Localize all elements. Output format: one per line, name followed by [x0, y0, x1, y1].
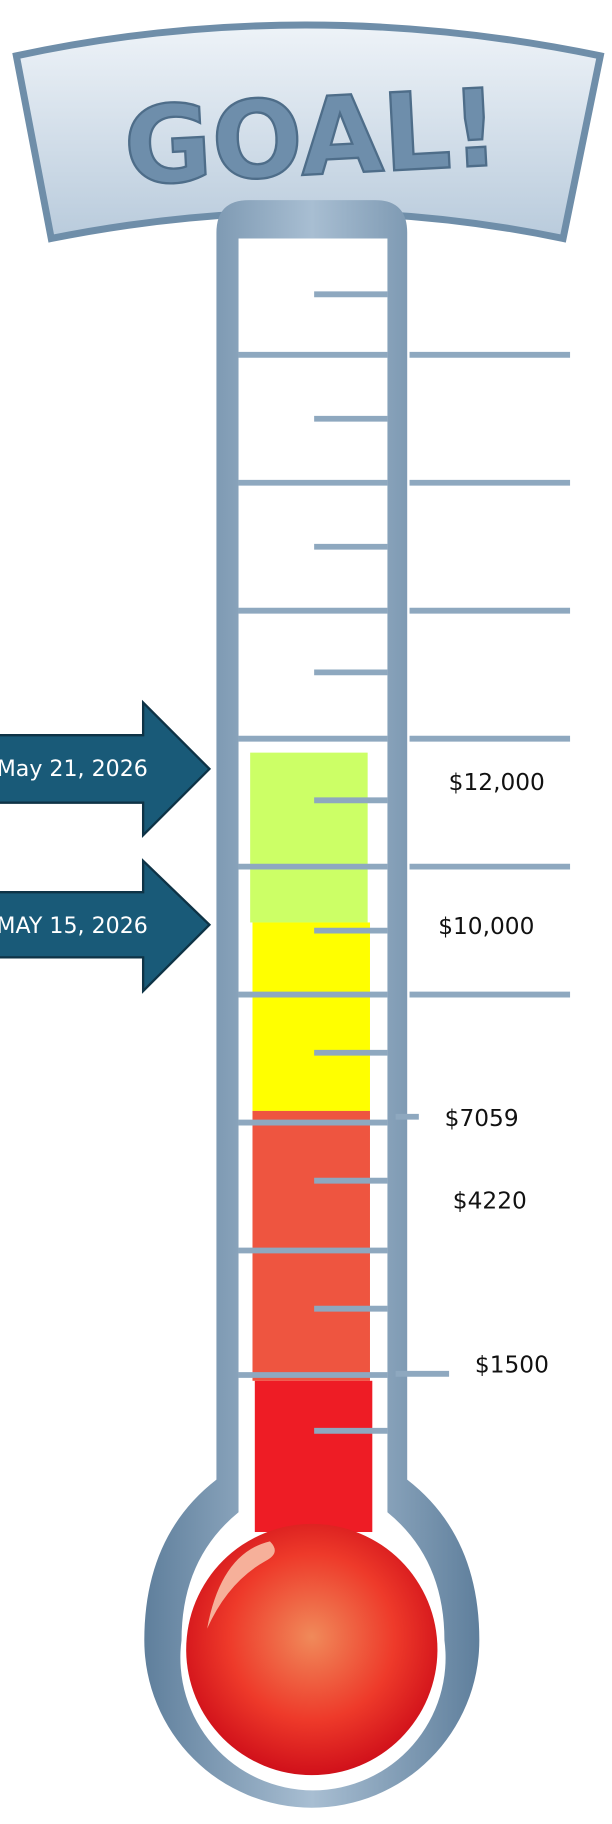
level-label: $10,000	[438, 913, 534, 940]
milestone-label: MAY 15, 2026	[0, 913, 148, 939]
level-label: $1500	[475, 1352, 549, 1379]
level-label: $7059	[445, 1105, 519, 1132]
title: GOAL!	[121, 67, 503, 210]
thermometer: GOAL! May 21, 2026 MAY 15, 2026 $12,000 …	[0, 0, 612, 1824]
fill-lime	[250, 753, 367, 923]
level-label: $12,000	[449, 769, 545, 796]
fill-yellow	[252, 922, 369, 1110]
fill-coral	[252, 1111, 369, 1381]
bulb	[186, 1524, 437, 1775]
level-label: $4220	[453, 1188, 527, 1215]
milestone-label: May 21, 2026	[0, 756, 148, 782]
fill-red	[255, 1381, 372, 1532]
page: GOAL! May 21, 2026 MAY 15, 2026 $12,000 …	[0, 0, 612, 1824]
